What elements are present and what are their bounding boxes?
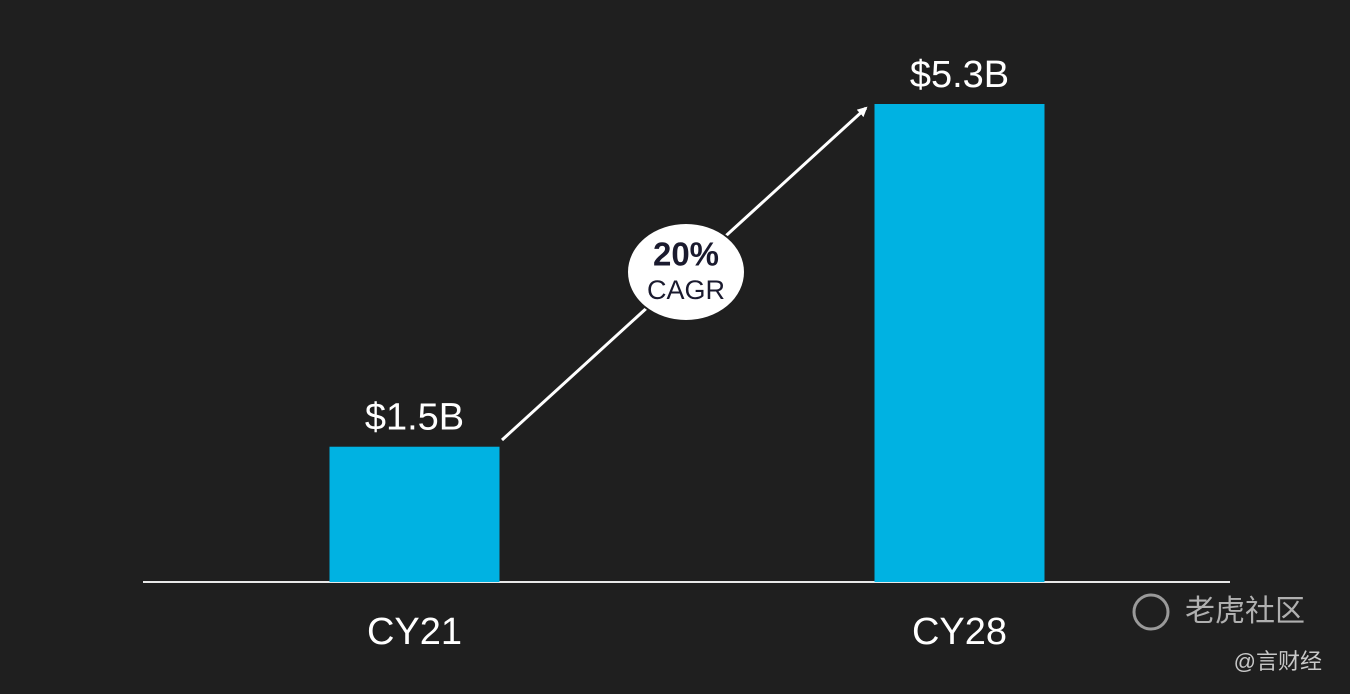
value-label: $1.5B bbox=[365, 397, 464, 439]
cagr-label: CAGR bbox=[647, 275, 725, 305]
watermark-author: @言财经 bbox=[1234, 649, 1322, 674]
bar bbox=[874, 104, 1045, 582]
cagr-value: 20% bbox=[653, 236, 719, 273]
watermark-icon bbox=[1132, 593, 1170, 631]
cagr-bubble bbox=[626, 222, 746, 322]
x-tick-label: CY28 bbox=[912, 611, 1007, 653]
value-label: $5.3B bbox=[910, 54, 1009, 96]
bar bbox=[329, 446, 500, 582]
watermark: 老虎社区 @言财经 bbox=[1132, 593, 1322, 674]
x-tick-label: CY21 bbox=[367, 611, 462, 653]
watermark-brand: 老虎社区 bbox=[1185, 595, 1305, 628]
